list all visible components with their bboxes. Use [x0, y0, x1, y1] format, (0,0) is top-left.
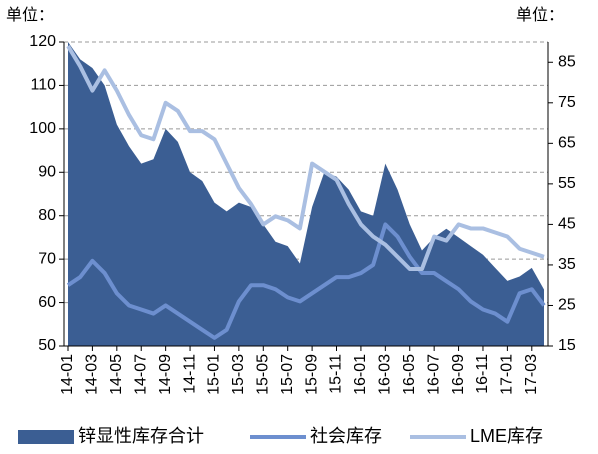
x-tick-label: 14-11 [181, 354, 198, 394]
x-tick-label: 15-03 [230, 354, 247, 395]
left-unit: 单位： [6, 6, 54, 24]
x-tick-label: 15-11 [328, 354, 345, 394]
y2-tick-label: 35 [558, 256, 576, 273]
x-tick-label: 15-05 [255, 354, 272, 395]
x-tick-label: 15-01 [206, 354, 223, 395]
y2-tick-label: 25 [558, 297, 576, 314]
x-tick-label: 17-01 [499, 354, 516, 395]
x-tick-label: 14-03 [84, 354, 101, 395]
y2-tick-label: 85 [558, 53, 576, 70]
x-tick-label: 15-09 [303, 354, 320, 395]
x-tick-label: 15-07 [279, 354, 296, 395]
y-tick-label: 90 [38, 164, 56, 181]
right-unit: 单位： [516, 6, 564, 24]
y2-tick-label: 45 [558, 216, 576, 233]
y-tick-label: 60 [38, 294, 56, 311]
legend-label: LME库存 [470, 426, 543, 446]
y2-tick-label: 75 [558, 94, 576, 111]
y2-tick-label: 65 [558, 135, 576, 152]
x-tick-label: 16-05 [401, 354, 418, 395]
x-tick-label: 14-07 [132, 354, 149, 395]
x-tick-label: 16-03 [377, 354, 394, 395]
y-tick-label: 50 [38, 337, 56, 354]
legend-label: 社会库存 [310, 426, 382, 446]
x-tick-label: 14-09 [157, 354, 174, 395]
y2-tick-label: 55 [558, 175, 576, 192]
y-tick-label: 70 [38, 250, 56, 267]
x-tick-label: 16-07 [425, 354, 442, 395]
y-tick-label: 100 [29, 120, 56, 137]
line [66, 222, 546, 340]
x-tick-label: 16-01 [352, 354, 369, 395]
y-tick-label: 110 [30, 77, 56, 94]
x-tick-label: 14-01 [59, 354, 76, 395]
legend-swatch [18, 430, 74, 444]
y-tick-label: 120 [29, 33, 56, 50]
area [68, 42, 544, 346]
x-tick-label: 16-11 [474, 354, 491, 394]
x-tick-label: 14-05 [108, 354, 125, 395]
y2-tick-label: 15 [558, 337, 576, 354]
y-tick-label: 80 [38, 207, 56, 224]
x-tick-label: 16-09 [450, 354, 467, 395]
legend-label: 锌显性库存合计 [78, 426, 204, 446]
x-tick-label: 17-03 [523, 354, 540, 395]
line [66, 45, 545, 271]
